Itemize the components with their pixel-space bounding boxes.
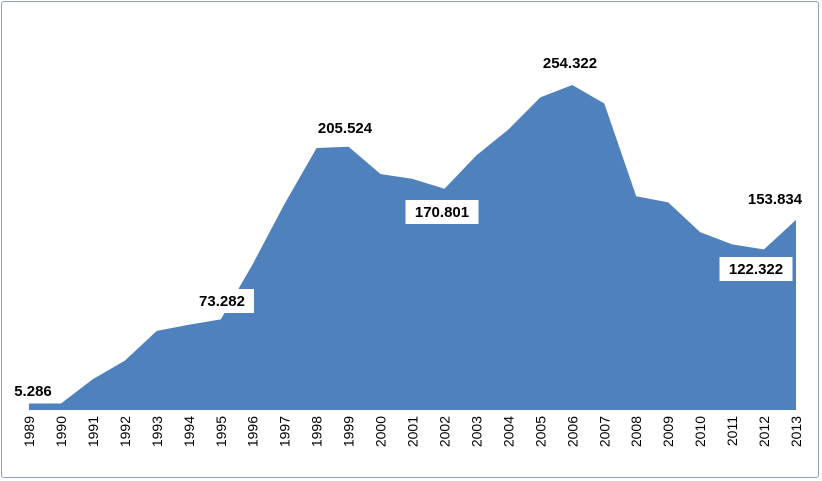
x-tick-label: 2001: [405, 416, 421, 447]
data-label-box: [719, 257, 793, 281]
x-tick-label: 2000: [373, 416, 389, 447]
data-label: 122.322: [719, 257, 793, 281]
x-tick-label: 2005: [532, 416, 548, 447]
x-tick-label: 2010: [692, 416, 708, 447]
x-tick-label: 1995: [213, 416, 229, 447]
x-tick-label: 2013: [788, 416, 804, 447]
data-label: 205.524: [318, 120, 373, 137]
x-tick-label: 2003: [468, 416, 484, 447]
x-tick-label: 2004: [500, 416, 516, 447]
x-tick-label: 1991: [85, 416, 101, 447]
x-tick-label: 2002: [437, 416, 453, 447]
data-label: 153.834: [748, 191, 803, 208]
data-label-text: 254.322: [543, 55, 597, 72]
data-label-box: [190, 289, 254, 313]
x-tick-label: 1989: [21, 416, 37, 447]
data-label-text: 122.322: [729, 261, 783, 278]
data-label: 170.801: [405, 200, 479, 224]
x-tick-label: 2012: [756, 416, 772, 447]
area-series: [29, 85, 796, 410]
data-label: 73.282: [190, 289, 254, 313]
x-tick-label: 1994: [181, 416, 197, 447]
data-label-text: 205.524: [318, 120, 373, 137]
x-tick-label: 2007: [596, 416, 612, 447]
x-tick-label: 1998: [309, 416, 325, 447]
x-tick-label: 2009: [660, 416, 676, 447]
x-tick-label: 1990: [53, 416, 69, 447]
x-tick-label: 1992: [117, 416, 133, 447]
x-tick-label: 1993: [149, 416, 165, 447]
x-tick-label: 1999: [341, 416, 357, 447]
data-label-text: 73.282: [199, 293, 245, 310]
data-label: 254.322: [543, 55, 597, 72]
data-label-box: [405, 200, 479, 224]
x-tick-label: 2008: [628, 416, 644, 447]
data-label-text: 5.286: [14, 383, 52, 400]
data-label: 5.286: [14, 383, 52, 400]
x-tick-label: 1996: [245, 416, 261, 447]
x-tick-label: 1997: [277, 416, 293, 447]
x-tick-label: 2006: [564, 416, 580, 447]
data-labels: 5.286 73.282 205.524 170.801 254.322 122.322 1…: [14, 55, 803, 400]
x-axis-tick-labels: 1989 1990 1991 1992 1993 1994 1995 1996 1997 1998…: [21, 416, 804, 447]
x-tick-label: 2011: [724, 416, 740, 446]
data-label-text: 170.801: [415, 204, 469, 221]
data-label-text: 153.834: [748, 191, 803, 208]
